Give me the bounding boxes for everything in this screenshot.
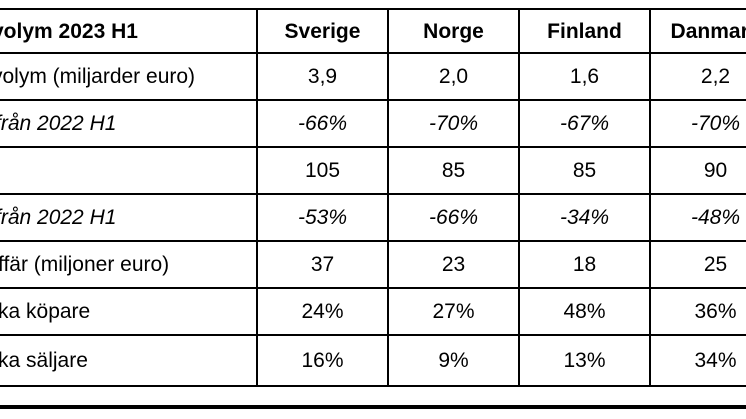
col-header-danmark: Danmark bbox=[649, 8, 746, 54]
row-label: från 2022 H1 bbox=[0, 206, 117, 229]
row-label-cell: ka säljare bbox=[0, 334, 258, 387]
row-label-cell: från 2022 H1 bbox=[0, 193, 258, 242]
cell-value: 18 bbox=[518, 240, 651, 289]
statistics-table: volym 2023 H1 Sverige Norge Finland Danm… bbox=[0, 8, 746, 387]
cell-value: 85 bbox=[387, 146, 520, 195]
cell-value: 2,2 bbox=[649, 52, 746, 101]
cell-value: 36% bbox=[649, 287, 746, 336]
cell-value: 16% bbox=[256, 334, 389, 387]
col-header-norge: Norge bbox=[387, 8, 520, 54]
row-label: ffär (miljoner euro) bbox=[0, 253, 170, 276]
table-row-sellers: ka säljare 16% 9% 13% 34% bbox=[0, 334, 746, 387]
table-row-avg-deal: ffär (miljoner euro) 37 23 18 25 bbox=[0, 240, 746, 289]
row-label: ka säljare bbox=[0, 349, 88, 372]
cell-value: 34% bbox=[649, 334, 746, 387]
row-label-cell: volym (miljarder euro) bbox=[0, 52, 258, 101]
row-label-cell: ka köpare bbox=[0, 287, 258, 336]
row-label: från 2022 H1 bbox=[0, 112, 117, 135]
cell-value: -70% bbox=[649, 99, 746, 148]
cell-value: 23 bbox=[387, 240, 520, 289]
table-row-count-change: från 2022 H1 -53% -66% -34% -48% bbox=[0, 193, 746, 242]
cell-value: 27% bbox=[387, 287, 520, 336]
row-label-cell: ffär (miljoner euro) bbox=[0, 240, 258, 289]
row-label: volym (miljarder euro) bbox=[0, 65, 196, 88]
bottom-rule bbox=[0, 405, 746, 409]
col-header-finland: Finland bbox=[518, 8, 651, 54]
table-row-count: 105 85 85 90 bbox=[0, 146, 746, 195]
cell-value: -70% bbox=[387, 99, 520, 148]
cell-value: -67% bbox=[518, 99, 651, 148]
cell-value: 25 bbox=[649, 240, 746, 289]
cell-value: 3,9 bbox=[256, 52, 389, 101]
cell-value: 2,0 bbox=[387, 52, 520, 101]
table-row-volume: volym (miljarder euro) 3,9 2,0 1,6 2,2 bbox=[0, 52, 746, 101]
cell-value: 37 bbox=[256, 240, 389, 289]
cell-value: -66% bbox=[387, 193, 520, 242]
header-label: volym 2023 H1 bbox=[0, 19, 138, 43]
cell-value: -34% bbox=[518, 193, 651, 242]
col-header-sverige: Sverige bbox=[256, 8, 389, 54]
cell-value: 85 bbox=[518, 146, 651, 195]
table-row-buyers: ka köpare 24% 27% 48% 36% bbox=[0, 287, 746, 336]
cell-value: 9% bbox=[387, 334, 520, 387]
cell-value: -66% bbox=[256, 99, 389, 148]
row-label-cell: från 2022 H1 bbox=[0, 99, 258, 148]
row-label-cell bbox=[0, 146, 258, 195]
cell-value: 24% bbox=[256, 287, 389, 336]
cell-value: 13% bbox=[518, 334, 651, 387]
cell-value: 48% bbox=[518, 287, 651, 336]
table-header-row: volym 2023 H1 Sverige Norge Finland Danm… bbox=[0, 8, 746, 54]
table-row-volume-change: från 2022 H1 -66% -70% -67% -70% bbox=[0, 99, 746, 148]
cell-value: 105 bbox=[256, 146, 389, 195]
cell-value: -53% bbox=[256, 193, 389, 242]
row-label: ka köpare bbox=[0, 300, 91, 323]
cell-value: 1,6 bbox=[518, 52, 651, 101]
cell-value: 90 bbox=[649, 146, 746, 195]
cell-value: -48% bbox=[649, 193, 746, 242]
header-label-cell: volym 2023 H1 bbox=[0, 8, 258, 54]
